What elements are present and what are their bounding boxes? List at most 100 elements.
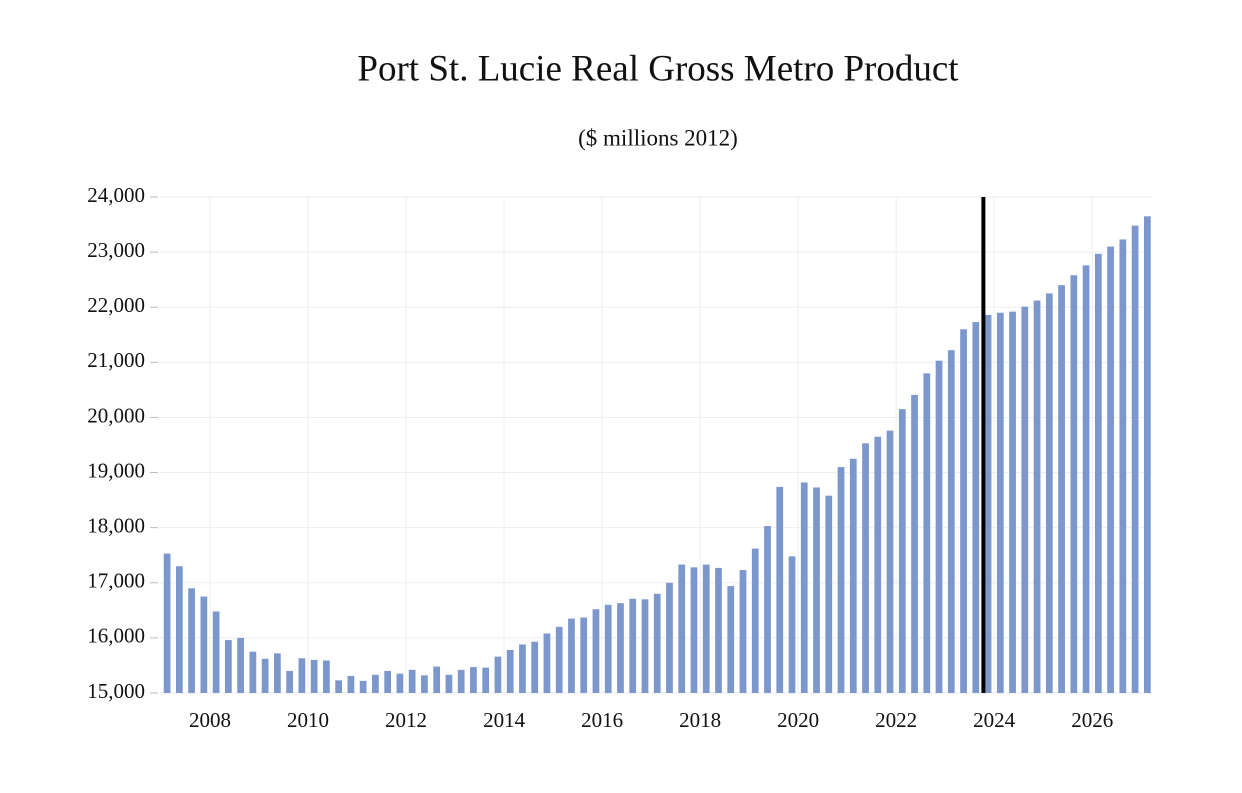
- bar: [972, 322, 980, 693]
- y-tick-label: 20,000: [87, 403, 145, 427]
- bar: [1082, 265, 1090, 693]
- x-tick-label: 2022: [875, 708, 917, 732]
- x-tick-label: 2016: [581, 708, 623, 732]
- bar: [898, 409, 906, 693]
- bar: [690, 567, 698, 693]
- bar: [653, 593, 661, 693]
- bar: [1107, 246, 1114, 693]
- bar: [568, 618, 575, 693]
- bar: [200, 596, 208, 693]
- x-tick-label: 2018: [679, 708, 721, 732]
- bar: [800, 482, 808, 693]
- bar: [947, 350, 955, 693]
- bar: [604, 604, 612, 693]
- bar: [678, 564, 686, 693]
- bar: [1058, 285, 1065, 693]
- bar: [445, 674, 453, 693]
- bar: [212, 611, 220, 693]
- bar: [849, 458, 857, 693]
- y-tick-label: 18,000: [87, 513, 145, 537]
- bar: [751, 548, 759, 693]
- bar: [531, 641, 539, 693]
- bar: [506, 650, 514, 693]
- bar: [641, 599, 649, 693]
- bar: [935, 360, 943, 693]
- bar: [592, 609, 600, 693]
- bar: [225, 640, 232, 693]
- bar: [813, 487, 820, 693]
- bar: [323, 660, 330, 693]
- x-tick-label: 2012: [385, 708, 427, 732]
- bar: [825, 495, 833, 693]
- bar: [1045, 293, 1053, 693]
- bar: [1021, 306, 1029, 693]
- bar: [727, 586, 735, 693]
- x-tick-label: 2024: [973, 708, 1016, 732]
- chart-subtitle: ($ millions 2012): [578, 125, 738, 150]
- bar: [555, 626, 563, 693]
- bar: [1070, 275, 1078, 693]
- bar: [519, 644, 526, 693]
- bar: [776, 486, 784, 693]
- bar: [470, 667, 477, 693]
- bar: [715, 567, 722, 693]
- bar: [543, 633, 551, 693]
- bar: [862, 443, 869, 693]
- x-tick-label: 2026: [1071, 708, 1113, 732]
- y-tick-label: 21,000: [87, 348, 145, 372]
- y-tick-label: 19,000: [87, 458, 145, 482]
- bar: [261, 658, 269, 693]
- bar: [249, 651, 257, 693]
- x-tick-label: 2020: [777, 708, 819, 732]
- bar: [310, 659, 318, 693]
- bar: [286, 670, 294, 693]
- bar: [996, 312, 1004, 693]
- y-tick-label: 23,000: [87, 238, 145, 262]
- bar: [396, 673, 404, 693]
- bar: [457, 669, 465, 693]
- bar: [960, 329, 967, 693]
- bar: [788, 556, 796, 693]
- bar: [874, 436, 882, 693]
- bar: [1009, 311, 1016, 693]
- bar: [666, 582, 673, 693]
- bar: [175, 566, 183, 693]
- bar: [433, 666, 441, 693]
- bar: [335, 680, 343, 693]
- bar: [1143, 216, 1151, 694]
- bar: [984, 314, 992, 693]
- bar: [188, 588, 195, 693]
- bar: [1119, 239, 1127, 694]
- bar: [1131, 225, 1139, 693]
- bar: [347, 675, 355, 693]
- bar: [923, 373, 931, 693]
- bar: [274, 653, 281, 693]
- bar: [837, 467, 845, 693]
- bar: [421, 675, 428, 693]
- bar: [580, 617, 588, 693]
- x-tick-label: 2008: [189, 708, 231, 732]
- chart-title: Port St. Lucie Real Gross Metro Product: [357, 48, 959, 89]
- bar: [372, 674, 379, 693]
- bar: [702, 564, 710, 693]
- bar: [617, 603, 624, 693]
- y-tick-label: 15,000: [87, 679, 145, 703]
- y-tick-label: 16,000: [87, 624, 145, 648]
- bar: [494, 656, 502, 693]
- x-tick-label: 2014: [483, 708, 526, 732]
- bar: [163, 553, 171, 693]
- bar: [911, 394, 918, 693]
- bar: [359, 680, 367, 693]
- bar: [298, 658, 306, 693]
- bar: [739, 570, 747, 693]
- bar: [384, 670, 392, 693]
- bar: [1033, 300, 1041, 693]
- bar: [482, 667, 490, 693]
- y-tick-label: 22,000: [87, 293, 145, 317]
- y-tick-label: 17,000: [87, 569, 145, 593]
- y-tick-label: 24,000: [87, 183, 145, 207]
- bar: [237, 637, 244, 693]
- bar: [629, 598, 637, 693]
- x-tick-label: 2010: [287, 708, 329, 732]
